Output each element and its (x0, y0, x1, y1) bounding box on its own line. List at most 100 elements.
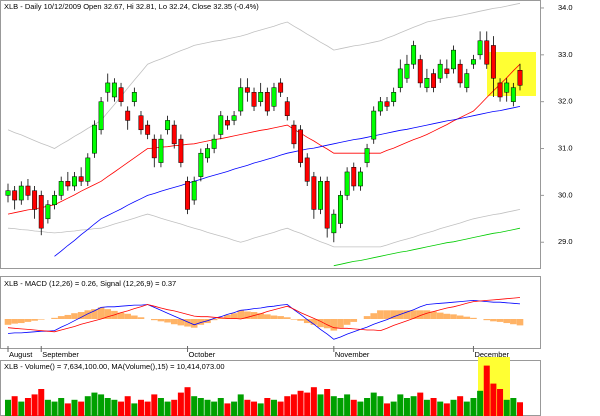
histogram-bar (150, 319, 158, 321)
candle-body (490, 45, 496, 79)
y-tick-label: 33.0 (558, 50, 573, 59)
candle-body (138, 115, 144, 131)
overlay-line (7, 209, 521, 248)
candle-body (484, 40, 490, 65)
candle-body (158, 138, 164, 163)
volume-bar (11, 396, 18, 416)
candle-body (444, 68, 450, 74)
volume-bar (463, 401, 470, 416)
histogram-bar (230, 313, 238, 319)
histogram-bar (310, 319, 318, 325)
overlay-line (333, 227, 521, 267)
candle-body (171, 124, 177, 145)
volume-bar (470, 398, 477, 416)
candle-body (371, 110, 377, 140)
histogram-bar (350, 319, 358, 322)
histogram-bar (157, 319, 165, 322)
candle-body (78, 176, 84, 182)
candle-body (198, 152, 204, 177)
histogram-bar (516, 319, 524, 326)
volume-bar (350, 399, 357, 416)
volume-bar (211, 401, 218, 416)
histogram-bar (24, 319, 32, 322)
volume-bar (270, 399, 277, 416)
histogram-bar (510, 319, 517, 325)
volume-bar (184, 387, 191, 416)
candle-body (25, 185, 31, 196)
histogram-bar (170, 319, 178, 325)
histogram-bar (323, 319, 331, 329)
candle-body (118, 87, 124, 102)
histogram-bar (363, 316, 371, 319)
candle-body (205, 148, 210, 159)
volume-bar (217, 398, 224, 416)
candle-body (344, 171, 350, 196)
volume-bar (450, 399, 457, 416)
volume-bar (437, 401, 444, 416)
volume-bar (64, 403, 71, 416)
candle-body (72, 176, 77, 187)
volume-bar (177, 392, 184, 416)
candle-body (437, 63, 443, 79)
volume-bar (164, 401, 171, 416)
histogram-bar (124, 313, 131, 319)
candle-body (451, 49, 456, 70)
histogram-bar (303, 319, 311, 324)
candle-body (311, 176, 317, 210)
volume-bar (58, 398, 65, 416)
candle-body (404, 63, 410, 79)
histogram-bar (410, 310, 417, 319)
volume-bar (410, 396, 417, 416)
candle-body (185, 181, 190, 210)
candle-body (52, 195, 57, 205)
histogram-bar (190, 319, 198, 328)
candle-body (111, 82, 117, 98)
candle-body (211, 138, 217, 149)
candle-body (304, 157, 310, 182)
volume-bar (510, 398, 517, 416)
volume-bar (503, 399, 510, 416)
candle-body (218, 115, 224, 135)
volume-bar (344, 394, 351, 416)
volume-bar (304, 392, 311, 416)
price-panel (0, 0, 541, 269)
volume-bar (237, 394, 244, 416)
volume-bar (18, 401, 25, 416)
volume-bar (244, 399, 251, 416)
candle-body (5, 190, 11, 196)
volume-bar (403, 398, 410, 416)
volume-bar (397, 394, 404, 416)
histogram-bar (57, 316, 65, 319)
histogram-bar (237, 310, 245, 319)
volume-bar (457, 396, 464, 416)
histogram-bar (390, 310, 397, 319)
histogram-bar (423, 310, 431, 319)
candle-body (324, 181, 330, 229)
candle-body (291, 124, 297, 145)
volume-bar (24, 398, 31, 416)
histogram-bar (403, 310, 411, 319)
candle-body (510, 87, 516, 102)
histogram-bar (137, 317, 145, 319)
x-tick-label: August (9, 350, 33, 359)
candle-body (105, 82, 111, 93)
volume-bar (370, 392, 377, 416)
histogram-bar (104, 309, 112, 319)
volume-bar (191, 396, 198, 416)
volume-bar (157, 398, 164, 416)
histogram-bar (131, 315, 138, 319)
candle-body (278, 82, 284, 93)
y-tick-label: 32.0 (558, 97, 573, 106)
y-tick-label: 34.0 (558, 3, 573, 12)
volume-bar (443, 403, 450, 416)
candle-body (384, 101, 390, 107)
candle-body (165, 120, 171, 131)
marks: 34.0 33.0 32.0 31.0 30.0 29.0 August September O… (4, 2, 573, 416)
histogram-bar (370, 313, 378, 319)
candle-body (98, 101, 104, 131)
candle-body (357, 171, 363, 187)
histogram-bar (463, 316, 471, 319)
histogram-bar (117, 312, 125, 319)
volume-bar (111, 399, 118, 416)
candle-body (431, 73, 437, 88)
